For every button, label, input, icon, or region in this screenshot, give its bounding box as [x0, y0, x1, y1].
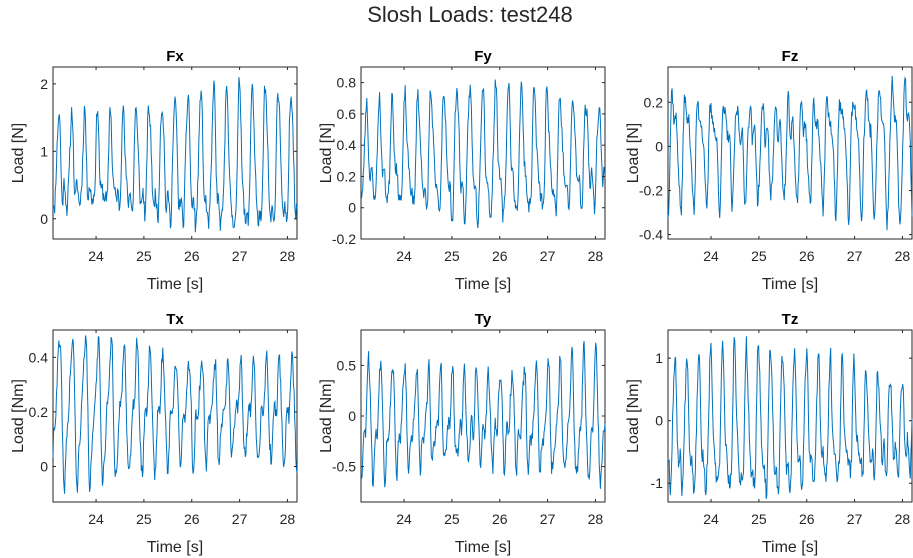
x-tick-label: 28 [895, 511, 911, 527]
x-tick-label: 26 [492, 248, 508, 264]
y-tick-label: 0 [348, 200, 356, 216]
figure-title: Slosh Loads: test248 [367, 2, 572, 27]
subplot-title: Fy [474, 48, 492, 65]
x-tick-label: 24 [88, 511, 104, 527]
x-tick-label: 25 [444, 511, 460, 527]
x-tick-label: 28 [280, 511, 296, 527]
y-tick-label: 0.4 [337, 137, 357, 153]
y-tick-label: 0.2 [29, 404, 49, 420]
y-tick-label: -0.2 [332, 231, 356, 247]
x-tick-label: 25 [136, 248, 152, 264]
x-tick-label: 26 [799, 511, 815, 527]
subplot-title: Tz [782, 311, 799, 328]
x-axis-label: Time [s] [762, 276, 818, 293]
x-tick-label: 28 [895, 248, 911, 264]
y-tick-label: 0 [655, 138, 663, 154]
x-tick-label: 25 [751, 511, 767, 527]
series-line-fz [667, 75, 913, 231]
x-tick-label: 24 [703, 511, 719, 527]
subplot-title: Ty [475, 311, 492, 328]
x-tick-label: 28 [588, 248, 604, 264]
y-tick-label: 0.6 [337, 106, 357, 122]
series-line-fy [360, 79, 606, 229]
series-line-tx [52, 335, 298, 494]
subplot-fy: 24 25 26 27 28 -0.2 0 0.2 0.4 0.6 0.8 Fy Time [s] Loa… [318, 48, 606, 293]
y-tick-label: -0.5 [332, 459, 356, 475]
y-tick-label: -0.2 [639, 182, 663, 198]
subplot-title: Fx [166, 48, 184, 65]
x-tick-label: 26 [492, 511, 508, 527]
x-tick-label: 28 [588, 511, 604, 527]
y-tick-label: 0.2 [337, 168, 357, 184]
subplot-tx: 24 25 26 27 28 0 0.2 0.4 Tx Time [s] Load [Nm] [10, 311, 298, 556]
subplot-tz: 24 25 26 27 28 -1 0 1 Tz Time [s] Load [Nm] [625, 311, 913, 556]
y-tick-label: 1 [655, 350, 663, 366]
y-tick-label: 0 [655, 413, 663, 429]
x-tick-label: 27 [540, 511, 556, 527]
subplot-ty: 24 25 26 27 28 -0.5 0 0.5 Ty Time [s] Load [Nm] [318, 311, 606, 556]
y-tick-label: 0 [348, 408, 356, 424]
x-tick-label: 27 [540, 248, 556, 264]
y-axis-label: Load [Nm] [10, 379, 27, 453]
y-tick-label: 0.5 [337, 357, 357, 373]
y-tick-label: 0.8 [337, 75, 357, 91]
x-tick-label: 24 [703, 248, 719, 264]
x-axis-label: Time [s] [147, 539, 203, 556]
y-tick-label: 0 [40, 459, 48, 475]
series-line-tz [667, 336, 913, 499]
x-tick-label: 24 [88, 248, 104, 264]
x-tick-label: 26 [184, 248, 200, 264]
subplot-fz: 24 25 26 27 28 -0.4 -0.2 0 0.2 Fz Time [s] Load [N] [625, 48, 913, 293]
series-line-ty [360, 341, 606, 489]
y-axis-label: Load [N] [625, 123, 642, 183]
subplot-title: Tx [166, 311, 184, 328]
subplot-title: Fz [782, 48, 799, 65]
x-tick-label: 24 [396, 511, 412, 527]
y-tick-label: -0.4 [639, 227, 663, 243]
y-tick-label: 0.4 [29, 349, 49, 365]
y-tick-label: 2 [40, 76, 48, 92]
x-axis-label: Time [s] [147, 276, 203, 293]
x-tick-label: 27 [232, 511, 248, 527]
x-tick-label: 26 [184, 511, 200, 527]
y-tick-label: -1 [651, 475, 664, 491]
y-axis-label: Load [N] [10, 123, 27, 183]
x-tick-label: 28 [280, 248, 296, 264]
x-tick-label: 25 [751, 248, 767, 264]
axes-box [52, 66, 298, 240]
series-line-fx [52, 77, 298, 233]
axes-box [360, 66, 606, 240]
x-tick-label: 25 [136, 511, 152, 527]
x-tick-label: 25 [444, 248, 460, 264]
x-tick-label: 27 [847, 248, 863, 264]
x-axis-label: Time [s] [455, 276, 511, 293]
x-tick-label: 26 [799, 248, 815, 264]
y-tick-label: 0.2 [644, 94, 664, 110]
x-tick-label: 24 [396, 248, 412, 264]
y-axis-label: Load [Nm] [625, 379, 642, 453]
y-axis-label: Load [N] [318, 123, 335, 183]
y-tick-label: 1 [40, 143, 48, 159]
subplot-fx: 24 25 26 27 28 0 1 2 Fx Time [s] Load [N] [10, 48, 298, 293]
y-tick-label: 0 [40, 211, 48, 227]
x-axis-label: Time [s] [762, 539, 818, 556]
x-tick-label: 27 [232, 248, 248, 264]
x-axis-label: Time [s] [455, 539, 511, 556]
x-tick-label: 27 [847, 511, 863, 527]
y-axis-label: Load [Nm] [318, 379, 335, 453]
